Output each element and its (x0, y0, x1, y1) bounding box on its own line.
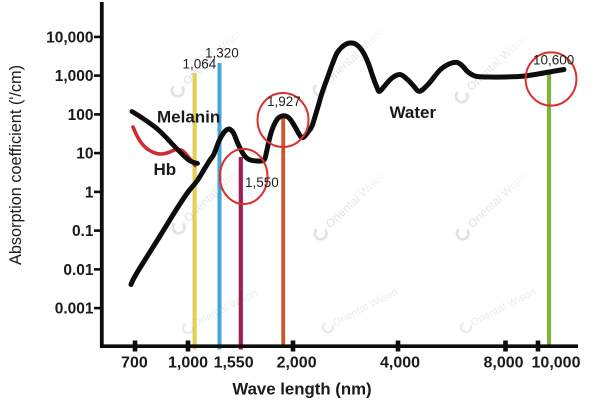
svg-text:1,064: 1,064 (183, 57, 217, 72)
svg-text:Absorption coefficient ('/cm): Absorption coefficient ('/cm) (7, 65, 25, 265)
svg-text:4,000: 4,000 (380, 355, 420, 372)
svg-text:1,550: 1,550 (214, 355, 254, 372)
svg-text:1,000: 1,000 (168, 355, 208, 372)
svg-text:Wave length (nm): Wave length (nm) (232, 380, 371, 399)
svg-text:100: 100 (68, 107, 94, 124)
svg-text:10,600: 10,600 (533, 53, 574, 68)
svg-text:700: 700 (121, 355, 148, 372)
svg-text:10,000: 10,000 (46, 29, 93, 46)
svg-text:Water: Water (390, 103, 437, 122)
svg-text:1: 1 (85, 184, 94, 201)
svg-text:0.1: 0.1 (72, 223, 94, 240)
svg-text:0.001: 0.001 (55, 301, 94, 318)
svg-text:1,550: 1,550 (245, 175, 279, 190)
svg-text:1,000: 1,000 (55, 68, 94, 85)
svg-text:8,000: 8,000 (483, 355, 523, 372)
svg-text:2,000: 2,000 (277, 355, 317, 372)
svg-text:10,000: 10,000 (532, 355, 581, 372)
svg-text:Melanin: Melanin (157, 108, 220, 127)
svg-text:10: 10 (76, 146, 93, 163)
svg-text:1,927: 1,927 (267, 94, 301, 109)
svg-text:0.01: 0.01 (63, 262, 94, 279)
svg-text:Hb: Hb (154, 160, 177, 179)
svg-text:1,320: 1,320 (205, 46, 239, 61)
